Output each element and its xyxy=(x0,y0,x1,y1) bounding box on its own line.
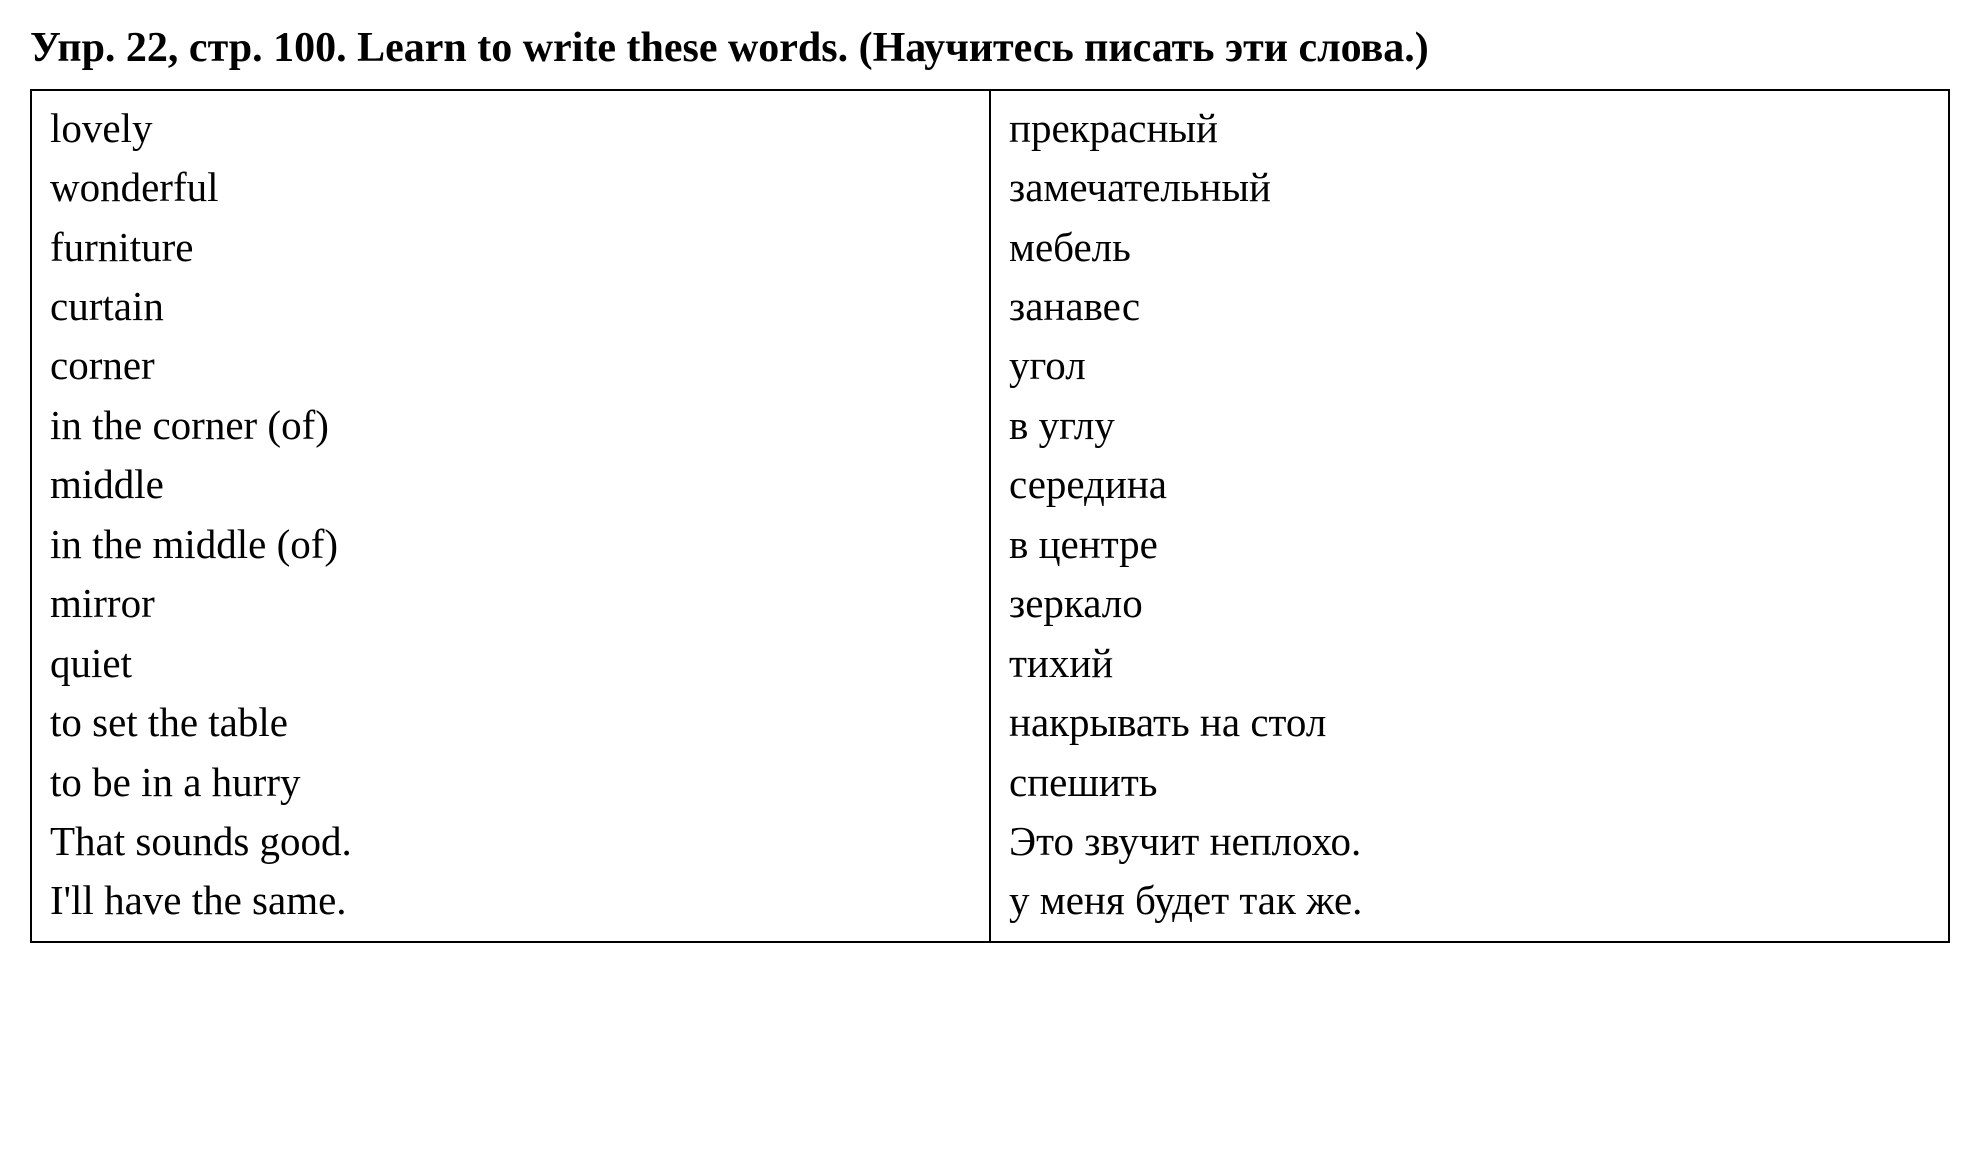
vocab-word: quiet xyxy=(50,634,971,693)
heading-text: Упр. 22, стр. 100. Learn to write these … xyxy=(30,25,1429,71)
vocab-word: to set the table xyxy=(50,693,971,752)
vocab-word: зеркало xyxy=(1009,574,1930,633)
vocabulary-table: lovely wonderful furniture curtain corne… xyxy=(30,89,1950,943)
vocab-word: мебель xyxy=(1009,218,1930,277)
vocab-word: спешить xyxy=(1009,753,1930,812)
vocab-word: занавес xyxy=(1009,277,1930,336)
vocab-word: curtain xyxy=(50,277,971,336)
vocab-word: накрывать на стол xyxy=(1009,693,1930,752)
vocab-word: corner xyxy=(50,336,971,395)
vocab-word: у меня будет так же. xyxy=(1009,871,1930,930)
vocab-word: wonderful xyxy=(50,158,971,217)
table-row: lovely wonderful furniture curtain corne… xyxy=(31,90,1949,942)
vocab-word: That sounds good. xyxy=(50,812,971,871)
vocab-word: в центре xyxy=(1009,515,1930,574)
vocab-word: середина xyxy=(1009,455,1930,514)
vocab-word: in the corner (of) xyxy=(50,396,971,455)
vocab-word: Это звучит неплохо. xyxy=(1009,812,1930,871)
vocab-word: in the middle (of) xyxy=(50,515,971,574)
vocab-word: middle xyxy=(50,455,971,514)
vocab-word: угол xyxy=(1009,336,1930,395)
vocab-word: в углу xyxy=(1009,396,1930,455)
vocab-word: тихий xyxy=(1009,634,1930,693)
english-column: lovely wonderful furniture curtain corne… xyxy=(31,90,990,942)
vocab-word: I'll have the same. xyxy=(50,871,971,930)
vocab-word: lovely xyxy=(50,99,971,158)
russian-column: прекрасный замечательный мебель занавес … xyxy=(990,90,1949,942)
vocab-word: mirror xyxy=(50,574,971,633)
exercise-heading: Упр. 22, стр. 100. Learn to write these … xyxy=(30,20,1950,77)
vocab-word: замечательный xyxy=(1009,158,1930,217)
vocab-word: to be in a hurry xyxy=(50,753,971,812)
vocab-word: furniture xyxy=(50,218,971,277)
vocab-word: прекрасный xyxy=(1009,99,1930,158)
